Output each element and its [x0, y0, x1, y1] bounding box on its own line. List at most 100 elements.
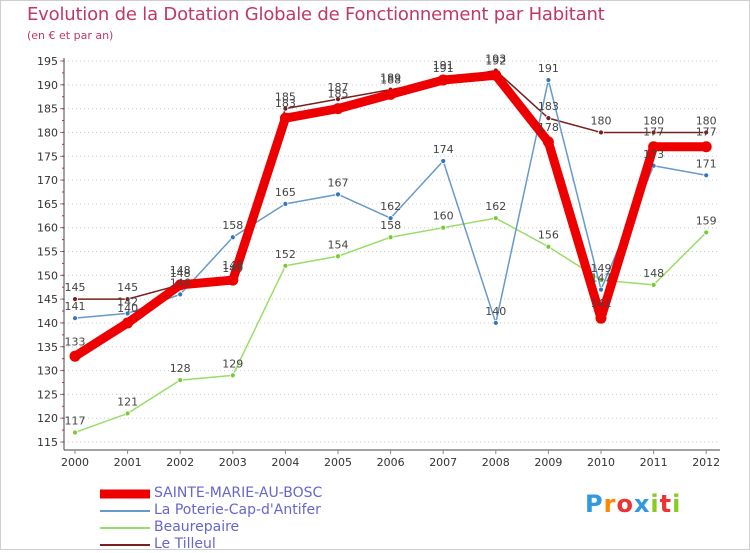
- axes: 115 120 125 130 135 140 145 150 155 160 165 170 175 1…: [37, 55, 720, 469]
- data-point: [282, 105, 289, 112]
- data-label: 193: [485, 53, 506, 66]
- data-point: [282, 262, 289, 269]
- data-point: [703, 229, 710, 236]
- x-tick-label: 2005: [324, 456, 352, 469]
- data-label: 141: [65, 300, 86, 313]
- legend-swatch: [100, 509, 150, 512]
- x-tick-label: 2011: [640, 456, 668, 469]
- data-point: [598, 129, 604, 136]
- data-label: 162: [485, 200, 506, 213]
- data-point: [279, 112, 291, 124]
- data-point: [72, 315, 78, 322]
- data-point: [440, 158, 447, 164]
- x-tick-label: 2001: [114, 456, 142, 469]
- series-beaurepaire: [72, 215, 710, 436]
- data-point: [332, 103, 344, 115]
- data-label: 178: [538, 121, 559, 134]
- data-label: 180: [643, 114, 664, 127]
- data-point: [335, 191, 341, 198]
- logo-letter: i: [672, 490, 682, 518]
- x-tick-label: 2009: [534, 456, 562, 469]
- y-tick-label: 120: [37, 412, 58, 425]
- data-label: 183: [538, 100, 559, 113]
- data-label: 174: [433, 143, 454, 156]
- data-point: [69, 350, 81, 362]
- data-point: [177, 377, 184, 383]
- data-label: 140: [485, 305, 506, 318]
- y-tick-label: 135: [37, 341, 58, 354]
- y-tick-label: 115: [37, 436, 58, 449]
- legend-label: La Poterie-Cap-d'Antifer: [154, 502, 321, 518]
- data-label: 158: [222, 219, 243, 232]
- data-label: 147: [591, 272, 612, 285]
- data-point: [72, 429, 78, 436]
- data-point: [648, 141, 660, 153]
- data-label: 167: [328, 176, 349, 189]
- x-tick-label: 2003: [219, 456, 247, 469]
- data-label: 149: [591, 262, 612, 275]
- data-label: 154: [328, 238, 349, 251]
- series-line: [74, 217, 707, 434]
- data-label: 189: [380, 72, 401, 85]
- data-label: 149: [222, 259, 243, 272]
- data-point: [385, 88, 397, 100]
- data-point: [703, 129, 710, 136]
- x-tick-label: 2004: [271, 456, 299, 469]
- data-point: [598, 286, 604, 293]
- data-label: 148: [170, 267, 191, 280]
- data-point: [703, 172, 710, 179]
- legend-swatch: [100, 489, 150, 498]
- x-tick-label: 2002: [166, 456, 194, 469]
- data-point: [174, 279, 186, 291]
- data-label: 180: [591, 114, 612, 127]
- y-tick-label: 190: [37, 79, 58, 92]
- series-la-poterie-cap-d-antifer: [72, 77, 710, 326]
- data-label: 121: [117, 395, 138, 408]
- y-tick-label: 140: [37, 317, 58, 330]
- data-point: [595, 312, 607, 324]
- data-point: [335, 96, 341, 102]
- y-tick-label: 195: [37, 55, 58, 68]
- legend-swatch: [100, 543, 150, 546]
- x-tick-label: 2012: [692, 456, 720, 469]
- data-label: 149: [222, 262, 243, 275]
- data-label: 177: [643, 126, 664, 139]
- data-label: 183: [275, 97, 296, 110]
- legend-label: SAINTE-MARIE-AU-BOSC: [154, 485, 323, 501]
- series-group: [69, 67, 712, 436]
- x-tick-label: 2010: [587, 456, 615, 469]
- logo-letter: i: [650, 490, 660, 518]
- data-point: [545, 77, 552, 83]
- data-label: 140: [117, 302, 138, 315]
- data-point: [387, 215, 394, 222]
- data-point: [229, 234, 236, 241]
- data-label: 129: [222, 357, 243, 370]
- proxiti-logo: Proxiti: [585, 490, 681, 518]
- data-point: [229, 372, 236, 379]
- data-label: 141: [591, 297, 612, 310]
- data-label: 128: [170, 362, 191, 375]
- chart-title: Evolution de la Dotation Globale de Fonc…: [27, 4, 605, 25]
- data-point: [282, 200, 289, 207]
- data-point: [122, 317, 134, 329]
- data-point: [545, 115, 552, 122]
- data-label: 156: [538, 229, 559, 242]
- data-label: 148: [170, 264, 191, 277]
- data-label: 188: [380, 73, 401, 86]
- data-label: 192: [485, 54, 506, 67]
- legend-swatch: [100, 526, 150, 529]
- data-label: 133: [65, 335, 86, 348]
- data-point: [124, 310, 131, 317]
- data-point: [545, 243, 552, 250]
- y-tick-label: 170: [37, 174, 58, 187]
- data-label: 142: [117, 295, 138, 308]
- data-label: 191: [433, 59, 454, 72]
- data-label: 177: [696, 126, 717, 139]
- x-tick-label: 2000: [61, 456, 89, 469]
- data-point: [387, 234, 394, 241]
- data-label: 148: [643, 267, 664, 280]
- logo-letter: r: [603, 490, 617, 518]
- data-label: 171: [696, 157, 717, 170]
